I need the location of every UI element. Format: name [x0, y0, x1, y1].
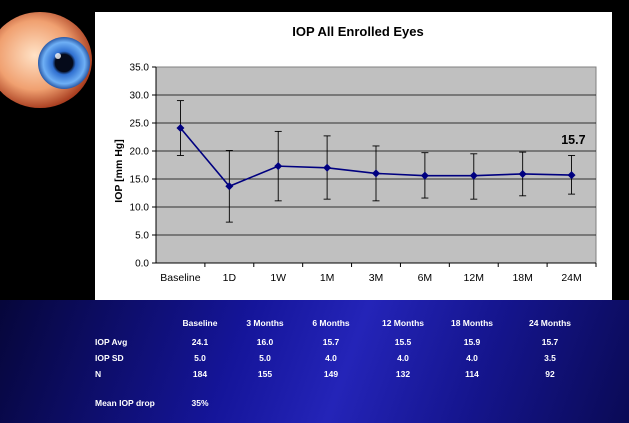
y-tick-label: 5.0 [135, 231, 149, 242]
stats-cell: 24.1 [191, 337, 209, 347]
stats-cell: 4.0 [466, 353, 478, 363]
stats-cell: 155 [257, 369, 273, 379]
data-point [176, 124, 185, 133]
y-tick-label: 0.0 [135, 259, 149, 270]
stats-cell: 15.7 [322, 337, 340, 347]
y-tick-label: 35.0 [130, 63, 150, 74]
stats-cell: 114 [465, 369, 479, 379]
data-point [372, 169, 380, 178]
stats-table: Baseline 3 Months 6 Months 12 Months 18 Mont… [0, 300, 629, 423]
y-axis-label: IOP [mm Hg] [113, 139, 125, 202]
data-point [323, 163, 332, 172]
stats-cell: 149 [323, 369, 339, 379]
x-tick-label: 1D [223, 272, 237, 284]
data-point [274, 162, 283, 171]
data-point [469, 171, 478, 180]
mean-iop-drop-label: Mean IOP drop [95, 398, 155, 408]
data-point [567, 171, 576, 180]
eye-icon [0, 12, 92, 108]
stats-cell: 4.0 [325, 353, 337, 363]
stats-cell: 15.7 [541, 337, 559, 347]
stats-header: 6 Months [312, 318, 350, 328]
y-tick-label: 25.0 [130, 119, 150, 130]
x-tick-label: 6M [418, 272, 433, 284]
stats-cell: 15.5 [394, 337, 412, 347]
stats-cell: 184 [192, 369, 208, 379]
data-point [420, 171, 429, 180]
stats-cell: 16.0 [256, 337, 274, 347]
stats-cell: 3.5 [544, 353, 556, 363]
x-tick-label: 12M [464, 272, 484, 284]
iop-line-chart: IOP All Enrolled Eyes IOP [mm Hg] 0.0 5.0… [113, 24, 597, 284]
stats-row-label: IOP Avg [95, 337, 128, 347]
chart-title: IOP All Enrolled Eyes [292, 24, 424, 39]
stats-cell: 132 [395, 369, 411, 379]
stats-cell: 92 [545, 369, 555, 379]
stats-header: 3 Months [246, 318, 284, 328]
stats-cell: 5.0 [194, 353, 206, 363]
stats-row-label: IOP SD [95, 353, 124, 363]
y-tick-label: 30.0 [130, 91, 150, 102]
y-tick-label: 10.0 [130, 203, 150, 214]
data-point [518, 169, 527, 178]
chart-panel: IOP All Enrolled Eyes IOP [mm Hg] 0.0 5.0… [95, 12, 612, 300]
y-tick-label: 15.0 [130, 175, 150, 186]
stats-header: 12 Months [381, 318, 425, 328]
x-tick-label: Baseline [160, 272, 200, 284]
stats-row-label: N [95, 369, 102, 379]
annotation-label: 15.7 [561, 133, 585, 147]
slide-bottom-background [0, 300, 629, 423]
stats-header: 24 Months [528, 318, 572, 328]
x-tick-label: 3M [369, 272, 384, 284]
stats-header: Baseline [182, 318, 218, 328]
data-point [225, 182, 234, 191]
stats-header: 18 Months [450, 318, 494, 328]
x-tick-label: 18M [512, 272, 532, 284]
stats-cell: 4.0 [397, 353, 409, 363]
x-tick-label: 24M [561, 272, 581, 284]
mean-iop-drop-value: 35% [191, 398, 209, 408]
x-tick-label: 1W [270, 272, 286, 284]
stats-cell: 5.0 [259, 353, 271, 363]
stats-cell: 15.9 [463, 337, 481, 347]
y-tick-label: 20.0 [130, 147, 150, 158]
x-tick-label: 1M [320, 272, 335, 284]
